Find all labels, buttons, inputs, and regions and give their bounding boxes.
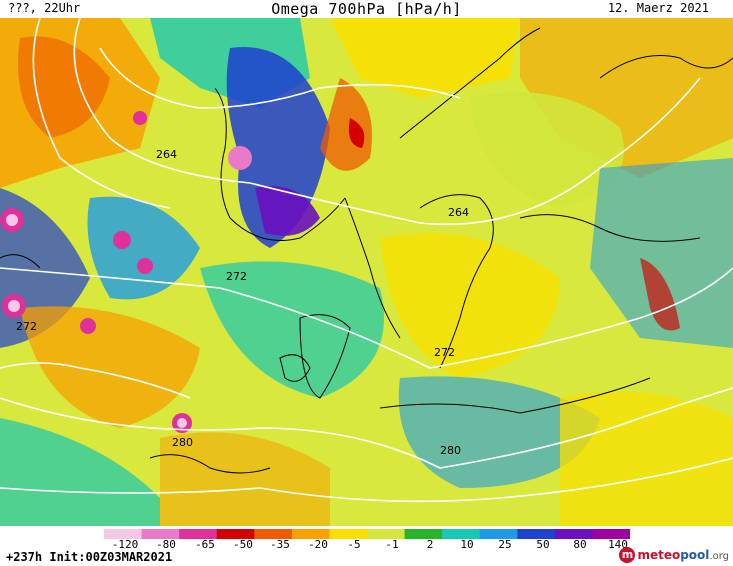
scale-tick: -65: [195, 538, 215, 551]
scale-tick: -5: [347, 538, 361, 551]
valid-date-label: 12. Maerz 2021: [607, 1, 709, 15]
omega-map: 264 264 272 272 272 280 280: [0, 18, 733, 526]
valid-time-label: ???, 22Uhr: [8, 1, 81, 15]
scale-tick: 50: [536, 538, 550, 551]
contour-label: 272: [434, 346, 455, 359]
scale-tick: 25: [498, 538, 512, 551]
height-contours: [0, 18, 733, 503]
scale-tick: 10: [460, 538, 474, 551]
color-swatch: [291, 529, 330, 539]
color-swatch: [442, 529, 481, 539]
color-swatch: [592, 529, 630, 539]
color-swatch: [517, 529, 556, 539]
color-swatch: [479, 529, 518, 539]
color-scale-ticks: -120 -80 -65 -50 -35 -20 -5 -1 2 10 25 5…: [0, 538, 733, 552]
scale-tick: -20: [308, 538, 328, 551]
contour-label: 280: [172, 436, 193, 449]
meteopool-icon: m: [619, 547, 636, 563]
footer: -120 -80 -65 -50 -35 -20 -5 -1 2 10 25 5…: [0, 526, 733, 566]
color-swatch: [216, 529, 255, 539]
scale-tick: 2: [426, 538, 434, 551]
scale-tick: 80: [573, 538, 587, 551]
scale-tick: -35: [270, 538, 290, 551]
color-swatch: [404, 529, 443, 539]
scale-tick: -120: [111, 538, 139, 551]
color-swatch: [329, 529, 368, 539]
coastlines: [0, 27, 733, 474]
color-swatch: [179, 529, 218, 539]
header: ???, 22Uhr Omega 700hPa [hPa/h] 12. Maer…: [0, 0, 733, 18]
meteopool-logo[interactable]: m meteopool.org: [619, 546, 729, 564]
brand-name: meteopool.org: [637, 548, 729, 562]
map-canvas: 264 264 272 272 272 280 280: [0, 18, 733, 526]
contour-label: 280: [440, 444, 461, 457]
contour-label: 272: [226, 270, 247, 283]
scale-tick: -50: [233, 538, 253, 551]
color-swatch: [104, 529, 143, 539]
color-scale-bar: [104, 529, 630, 539]
contour-label: 272: [16, 320, 37, 333]
contour-label: 264: [156, 148, 177, 161]
map-title: Omega 700hPa [hPa/h]: [271, 0, 462, 18]
contour-labels: 264 264 272 272 272 280 280: [16, 148, 469, 457]
scale-tick: -1: [385, 538, 399, 551]
color-swatch: [367, 529, 406, 539]
scale-tick: -80: [156, 538, 176, 551]
color-swatch: [254, 529, 293, 539]
run-info: +237h Init:00Z03MAR2021: [6, 550, 173, 564]
color-swatch: [554, 529, 593, 539]
color-swatch: [141, 529, 180, 539]
contour-label: 264: [448, 206, 469, 219]
